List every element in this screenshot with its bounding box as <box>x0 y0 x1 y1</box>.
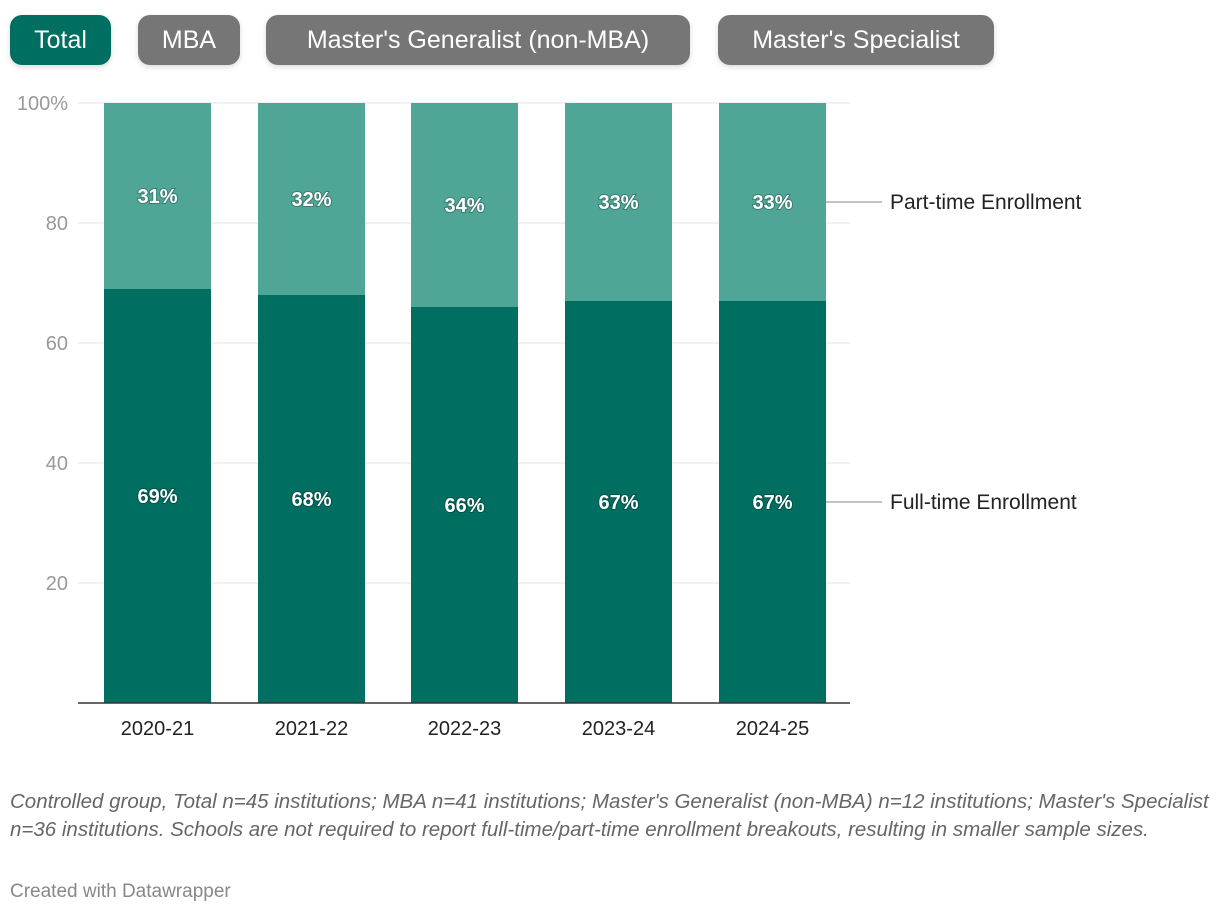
y-tick-label: 40 <box>46 453 68 475</box>
bar-full-time <box>411 307 518 703</box>
data-label: 68% <box>291 489 331 511</box>
bar-full-time <box>565 301 672 703</box>
tab-total[interactable]: Total <box>10 15 111 65</box>
x-tick-label: 2023-24 <box>582 718 655 740</box>
series-label: Full-time Enrollment <box>890 491 1077 514</box>
footnote: Controlled group, Total n=45 institution… <box>10 790 1209 841</box>
tab-masters-generalist[interactable]: Master's Generalist (non-MBA) <box>266 15 690 65</box>
data-label: 31% <box>137 186 177 208</box>
data-label: 33% <box>598 192 638 214</box>
x-tick-label: 2020-21 <box>121 718 194 740</box>
y-tick-label: 80 <box>46 213 68 235</box>
stacked-bar-chart: 100% 80 60 40 20 69% 31% 2020-21 68% 32% 2021-22 66… <box>17 93 1082 740</box>
data-label: 32% <box>291 189 331 211</box>
tab-mba[interactable]: MBA <box>138 15 240 65</box>
data-label: 66% <box>444 495 484 517</box>
tab-masters-specialist[interactable]: Master's Specialist <box>718 15 994 65</box>
y-tick-label: 100% <box>17 93 68 115</box>
x-tick-label: 2021-22 <box>275 718 348 740</box>
bar-full-time <box>104 289 211 703</box>
bar-part-time <box>565 103 672 301</box>
x-tick-label: 2024-25 <box>736 718 809 740</box>
data-label: 69% <box>137 486 177 508</box>
bar-full-time <box>258 295 365 703</box>
y-tick-label: 20 <box>46 573 68 595</box>
series-label: Part-time Enrollment <box>890 191 1082 214</box>
bar-part-time <box>411 103 518 307</box>
bar-part-time <box>104 103 211 289</box>
bar-full-time <box>719 301 826 703</box>
data-label: 67% <box>752 492 792 514</box>
data-label: 67% <box>598 492 638 514</box>
data-label: 33% <box>752 192 792 214</box>
x-tick-label: 2022-23 <box>428 718 501 740</box>
credit[interactable]: Created with Datawrapper <box>10 881 231 902</box>
bar-part-time <box>719 103 826 301</box>
bar-part-time <box>258 103 365 295</box>
y-tick-label: 60 <box>46 333 68 355</box>
data-label: 34% <box>444 195 484 217</box>
